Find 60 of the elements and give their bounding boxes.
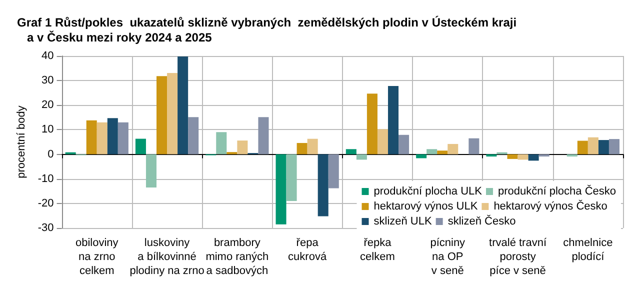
- bar: [518, 154, 528, 160]
- y-tick-label: 10: [42, 124, 54, 136]
- bar: [318, 154, 328, 216]
- bar: [276, 154, 286, 224]
- x-tick-label: řepka celkem: [360, 237, 395, 263]
- legend-label: sklizeň ULK: [374, 216, 432, 228]
- legend-label: hektarový výnos Česko: [494, 200, 608, 212]
- bar: [296, 142, 308, 154]
- bar: [328, 154, 339, 188]
- bar: [286, 154, 297, 201]
- y-tick-label: -20: [38, 197, 54, 210]
- bar: [346, 149, 356, 154]
- x-tick-label: obiloviny na zrno celkem: [75, 237, 119, 277]
- bar: [135, 138, 146, 154]
- bar: [258, 117, 269, 154]
- bar: [448, 144, 458, 154]
- x-tick-label: luskoviny a bílkovinné plodiny na zrno: [130, 237, 204, 277]
- bar: [107, 118, 118, 154]
- bar: [608, 139, 620, 154]
- bar: [216, 132, 227, 154]
- bar: [86, 120, 97, 154]
- x-tick-label: chmelnice plodící: [563, 237, 613, 263]
- bar: [366, 94, 378, 154]
- bar: [118, 122, 128, 154]
- x-tick-label: pícniny na OP v seně: [430, 237, 466, 277]
- bar: [237, 140, 248, 154]
- y-tick-label: 0: [48, 148, 54, 160]
- bar: [426, 149, 438, 154]
- bar: [377, 129, 388, 154]
- bar: [356, 154, 367, 160]
- bar: [96, 122, 108, 154]
- y-tick-label: -10: [38, 172, 54, 185]
- bar: [307, 138, 318, 154]
- bar: [156, 76, 168, 154]
- bar: [146, 154, 156, 188]
- y-tick-label: 40: [42, 50, 54, 62]
- bar: [588, 137, 598, 154]
- legend-label: sklizeň Česko: [448, 214, 516, 228]
- bar: [437, 150, 448, 154]
- bar: [167, 72, 178, 154]
- x-tick-label: trvalé travní porosty píce v seně: [489, 237, 548, 277]
- bar: [507, 154, 518, 159]
- bar: [398, 134, 410, 154]
- y-axis-title: procentní body: [16, 105, 28, 178]
- x-tick-label: brambory mimo raných a sadbových: [206, 237, 269, 277]
- legend-label: produkční plocha Česko: [498, 184, 616, 198]
- y-tick-label: -30: [38, 222, 54, 234]
- x-tick-label: řepa cukrová: [288, 237, 328, 263]
- bar: [577, 140, 588, 154]
- bar: [388, 86, 399, 154]
- bar: [468, 138, 480, 154]
- bar: [528, 154, 539, 161]
- bar: [188, 117, 199, 154]
- y-tick-label: 30: [42, 74, 54, 87]
- legend-label: hektarový výnos ULK: [374, 200, 478, 212]
- bar: [598, 140, 609, 154]
- bar: [178, 56, 188, 154]
- chart-title: Graf 1 Růst/pokles ukazatelů sklizně vybraných zemědělských plodin v Ústeckém kraji a v Česku mezi roky 2024 a 2025: [17, 16, 517, 44]
- legend-label: produkční plocha ULK: [374, 186, 483, 198]
- y-tick-label: 20: [42, 99, 54, 112]
